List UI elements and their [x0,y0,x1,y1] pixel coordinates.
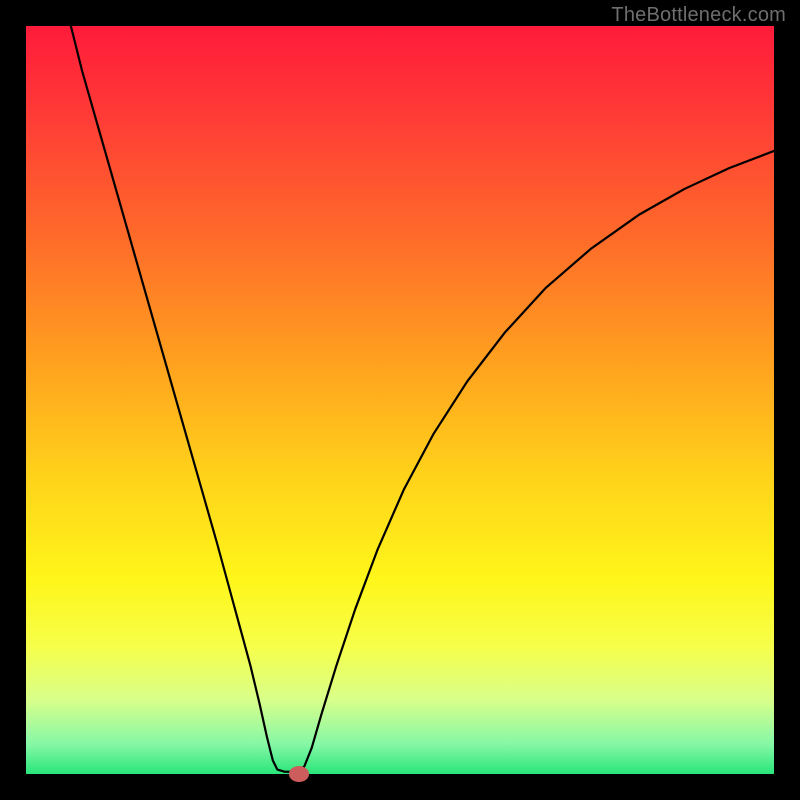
figure-container: TheBottleneck.com [0,0,800,800]
plot-frame [0,0,800,800]
bottleneck-curve [26,26,774,774]
watermark-text: TheBottleneck.com [611,4,786,27]
optimal-point-marker [289,766,310,782]
plot-area [26,26,774,774]
